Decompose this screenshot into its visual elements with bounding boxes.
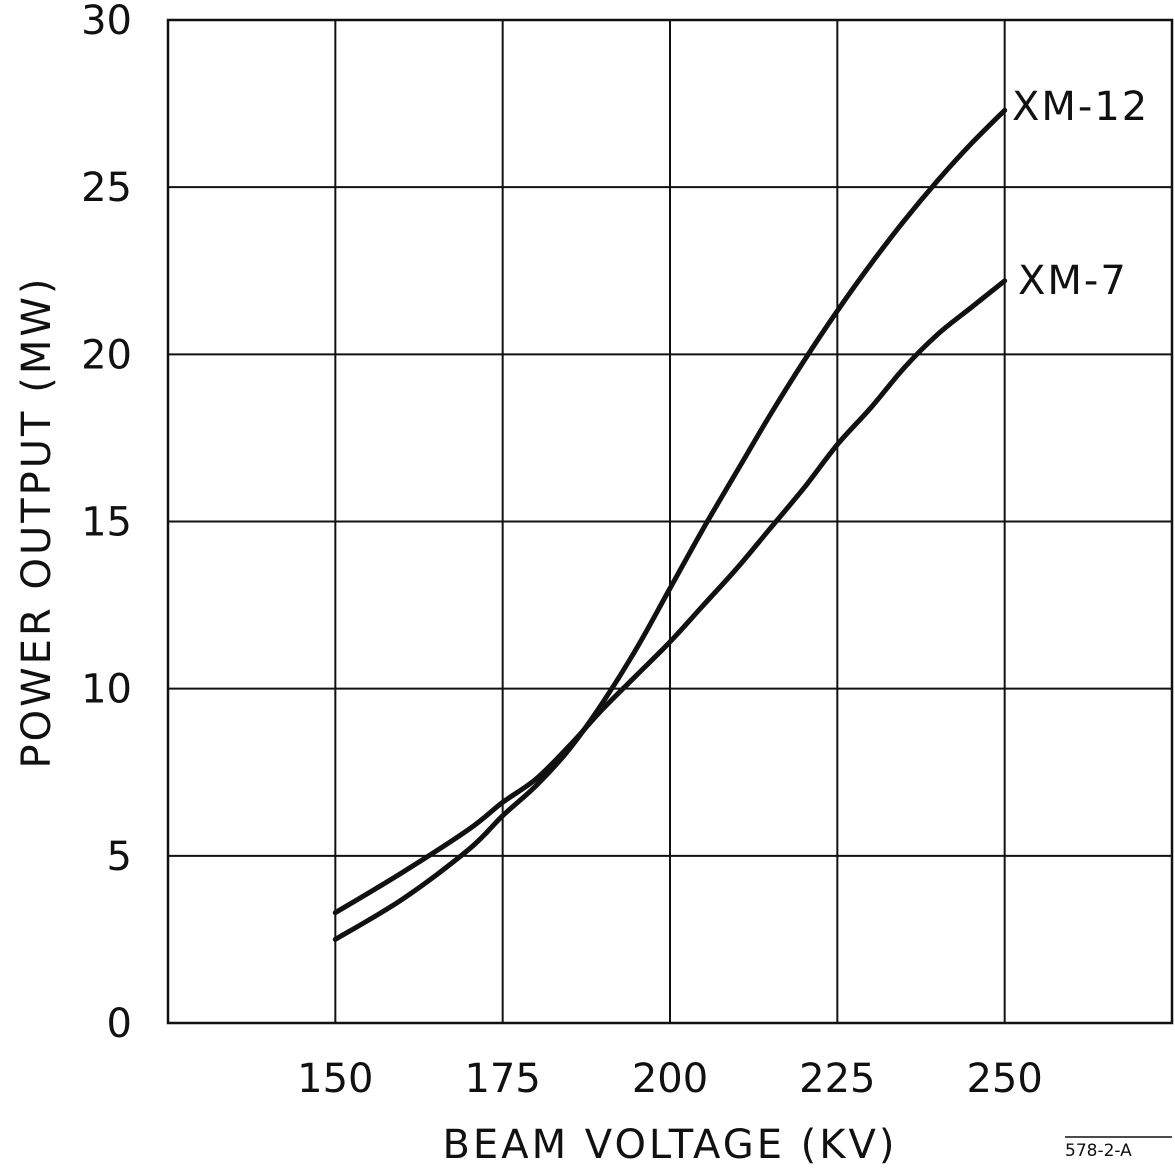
series-line-xm-7 [332,278,1008,916]
x-tick-label: 225 [799,1056,875,1102]
y-tick-label: 10 [81,667,132,713]
x-tick-label: 150 [297,1056,373,1102]
x-tick-label: 200 [632,1056,708,1102]
series-label-xm-7: XM-7 [1018,258,1128,304]
y-tick-label: 25 [81,165,132,211]
series-line-xm-12 [332,107,1008,942]
y-tick-label: 5 [107,834,132,880]
y-tick-label: 15 [81,500,132,546]
plot-frame [166,18,1174,1025]
curve-layer [332,107,1008,942]
x-axis-title: BEAM VOLTAGE (KV) [442,1122,897,1168]
x-tick-label: 175 [464,1056,540,1102]
y-tick-label: 20 [81,332,132,378]
figure-reference-label: 578-2-A [1065,1141,1132,1161]
y-axis-title: POWER OUTPUT (MW) [14,276,60,769]
series-label-xm-12: XM-12 [1012,84,1149,130]
grid-layer [168,19,1172,1024]
x-tick-label: 250 [966,1056,1042,1102]
y-tick-label: 0 [107,1001,132,1047]
tick-labels: 150 175 200 225 250 0 5 10 15 20 25 30 [81,0,1043,1102]
y-tick-label: 30 [81,0,132,44]
